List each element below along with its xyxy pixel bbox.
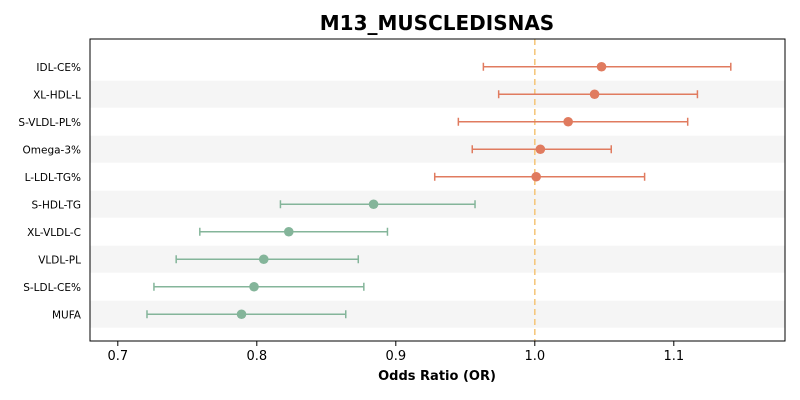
y-tick-label: S-LDL-CE%	[23, 282, 81, 294]
point-estimates	[236, 61, 607, 320]
x-tick-label: 1.1	[663, 349, 684, 364]
x-tick-label: 1.0	[524, 349, 545, 364]
y-tick-label: L-LDL-TG%	[25, 172, 81, 184]
x-ticks: 0.7 0.8 0.9 1.0 1.1	[107, 341, 684, 364]
confidence-intervals	[146, 62, 732, 319]
odds-ratio-point	[249, 281, 259, 292]
x-tick-label: 0.7	[107, 349, 128, 364]
y-tick-label: Omega-3%	[23, 144, 82, 156]
y-tick-label: VLDL-PL	[38, 254, 81, 266]
chart-title: M13_MUSCLEDISNAS	[320, 11, 554, 35]
x-axis-label: Odds Ratio (OR)	[378, 369, 496, 384]
odds-ratio-point	[589, 89, 600, 100]
y-tick-labels: IDL-CE% XL-HDL-L S-VLDL-PL% Omega-3% L-LDL-T…	[18, 62, 81, 322]
odds-ratio-point	[236, 309, 247, 320]
y-tick-label: XL-VLDL-C	[27, 227, 81, 239]
y-tick-label: MUFA	[52, 309, 82, 321]
y-tick-label: S-VLDL-PL%	[18, 117, 81, 129]
y-tick-label: XL-HDL-L	[33, 89, 81, 101]
odds-ratio-point	[596, 61, 607, 72]
odds-ratio-point	[283, 226, 294, 237]
row-band	[90, 135, 785, 163]
plot-area-frame	[89, 38, 786, 342]
x-tick-label: 0.9	[385, 349, 406, 364]
odds-ratio-point	[258, 254, 269, 265]
odds-ratio-point	[535, 144, 546, 155]
odds-ratio-point	[368, 199, 379, 210]
y-tick-label: S-HDL-TG	[32, 199, 81, 211]
odds-ratio-point	[531, 171, 541, 182]
y-tick-label: IDL-CE%	[36, 62, 81, 74]
odds-ratio-point	[563, 116, 573, 127]
x-tick-label: 0.8	[246, 349, 267, 364]
